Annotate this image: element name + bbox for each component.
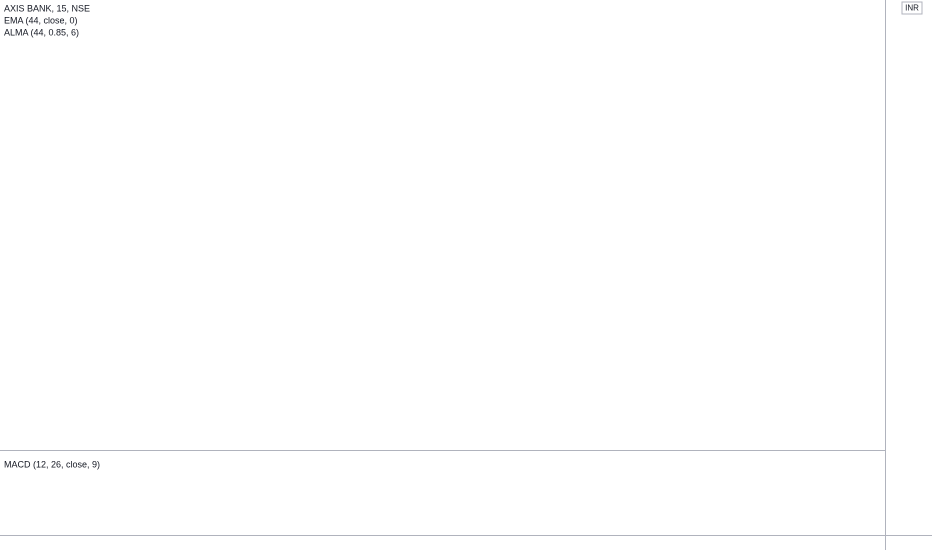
legend-macd: MACD (12, 26, close, 9): [4, 459, 100, 469]
legend-alma: ALMA (44, 0.85, 6): [4, 27, 79, 37]
currency: INR: [905, 4, 919, 13]
legend-ema: EMA (44, close, 0): [4, 15, 78, 25]
currency-box: [901, 1, 923, 15]
symbol-title: AXIS BANK, 15, NSE: [4, 3, 90, 13]
